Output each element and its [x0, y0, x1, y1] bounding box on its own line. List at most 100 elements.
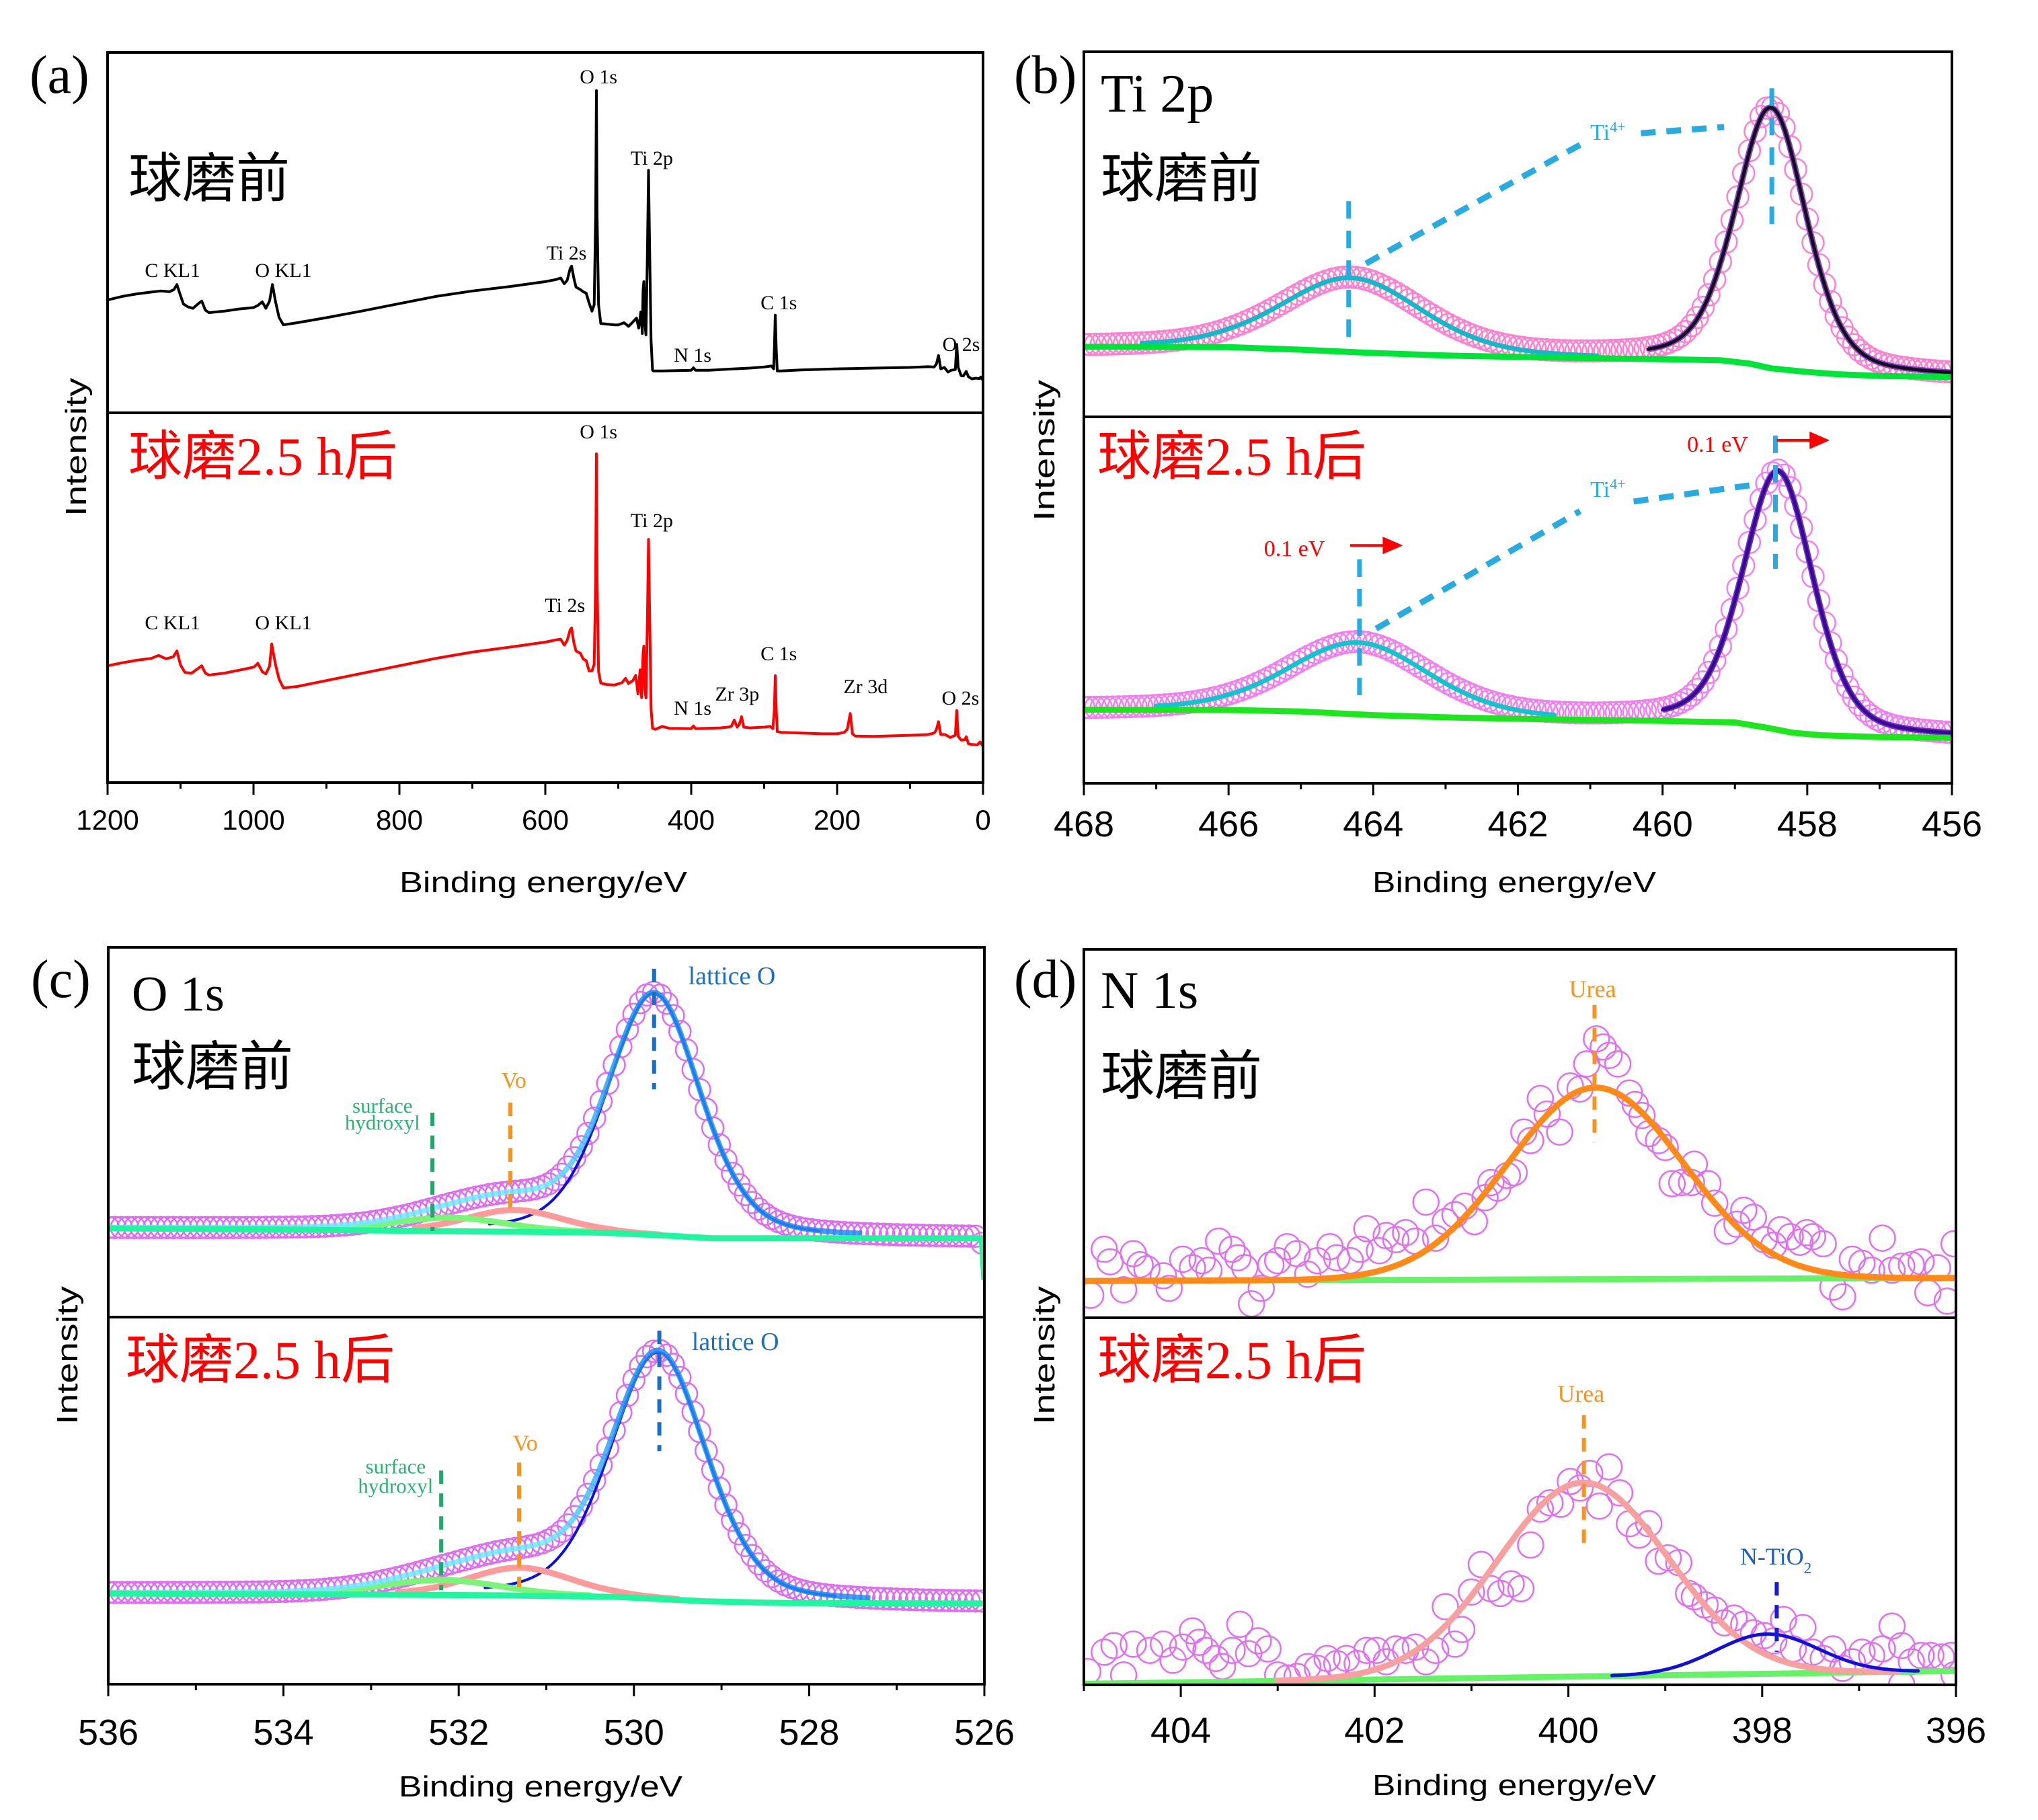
data-point [740, 1544, 764, 1567]
x-tick-label: 1200 [76, 804, 139, 836]
annotation-text: hydroxyl [345, 1111, 420, 1134]
data-point [1819, 631, 1842, 655]
data-point [1517, 1531, 1544, 1559]
data-point [537, 1528, 561, 1552]
x-tick-label: 466 [1198, 804, 1259, 844]
subplot-before-milling: Urea [1084, 976, 1956, 1318]
peak-annotation: Ti 2s [547, 242, 587, 264]
x-tick-label: 396 [1926, 1710, 1986, 1751]
annotation-text: 0.1 eV [1264, 537, 1325, 561]
data-point [1581, 339, 1605, 363]
data-point [898, 1223, 922, 1247]
data-point [701, 1458, 725, 1482]
data-point [865, 1222, 889, 1246]
chart-title-ti-2p: Ti 2p [1101, 65, 1214, 124]
data-point [1304, 641, 1327, 665]
data-point [885, 1223, 908, 1247]
data-point [1770, 1606, 1797, 1634]
annotation-text: C 1s [760, 292, 797, 314]
chart-title-n-1s: N 1s [1101, 961, 1198, 1019]
data-point [1202, 1645, 1230, 1672]
data-point [1604, 701, 1629, 725]
ti4-connector-line [1364, 139, 1588, 266]
data-point [740, 1191, 764, 1214]
data-point [1604, 1050, 1632, 1078]
x-tick-label: 400 [1538, 1710, 1599, 1751]
data-point [1907, 1248, 1935, 1275]
fit-component-surface-hydroxyl [307, 1214, 594, 1235]
data-point [543, 1525, 567, 1548]
panel-label-c: (c) [31, 950, 91, 1009]
data-point [1553, 701, 1576, 724]
data-point [1412, 1648, 1440, 1675]
x-tick-label: 1000 [222, 804, 284, 836]
data-point [1107, 331, 1130, 356]
peak-annotation: Ti4+ [1590, 475, 1625, 502]
x-axis-titles: Binding energy/eV Binding energy/eV Bind… [399, 866, 1657, 1803]
data-point [1766, 1216, 1795, 1244]
data-point [1587, 339, 1611, 363]
data-point [1595, 1453, 1623, 1480]
plot-area [1084, 1415, 1956, 1685]
annotation-text: lattice O [689, 962, 776, 990]
y-axis-titles: Intensity Intensity Intensity Intensity [51, 378, 1061, 1425]
x-axis: 536 534 532 530 528 526 [78, 1684, 1015, 1753]
panel-d: Urea Urea N-TiO2 404 402 400 398 396 [1083, 948, 1986, 1751]
data-point [734, 1183, 758, 1206]
x-tick-label: 800 [376, 804, 423, 836]
peak-annotation: 0.1 eV [1687, 432, 1748, 457]
data-point [662, 1004, 685, 1027]
data-point [1100, 1632, 1128, 1659]
annotation-text: O KL1 [255, 612, 311, 634]
data-point [925, 1588, 948, 1612]
data-point [707, 1476, 732, 1500]
peak-annotation: hydroxyl [358, 1474, 433, 1498]
data-point [1091, 1235, 1118, 1263]
x-tick-label: 536 [78, 1712, 139, 1753]
peak-annotation: C 1s [760, 643, 797, 665]
data-point [1836, 325, 1860, 349]
data-point [1294, 1261, 1322, 1288]
data-point [1401, 1633, 1429, 1661]
y-axis-title: Intensity [1028, 380, 1061, 521]
sample-label-after: 球磨2.5 h后 [126, 1331, 395, 1390]
data-point [1536, 1489, 1564, 1517]
peak-annotation: Ti4+ [1590, 118, 1625, 145]
data-point [602, 1419, 626, 1442]
x-tick-label: 0 [975, 804, 990, 836]
data-point [1691, 295, 1715, 319]
peak-annotation: O KL1 [255, 612, 311, 634]
data-point [1723, 1210, 1751, 1238]
data-point [878, 1587, 902, 1611]
data-point [1907, 1642, 1935, 1669]
data-point [1124, 695, 1148, 718]
peak-annotation: Vo [502, 1068, 526, 1093]
data-point [1553, 339, 1576, 362]
peak-annotation: lattice O [692, 1328, 779, 1356]
fit-component-ti4 [1661, 469, 1952, 735]
peak-annotation: Ti 2s [545, 594, 585, 617]
data-point [1263, 1661, 1292, 1685]
peak-annotation: Zr 3d [843, 676, 888, 698]
fit-component-n-tio2 [1610, 1632, 1920, 1677]
panel-labels: (a) (b) (c) (d) [30, 46, 1076, 1009]
data-point [1346, 1235, 1374, 1263]
data-point [543, 1168, 567, 1192]
x-tick-label: 526 [954, 1712, 1015, 1753]
plot-area [108, 968, 984, 1281]
peak-annotation: hydroxyl [345, 1111, 420, 1134]
peak-annotation: O 1s [580, 66, 617, 88]
data-point [1730, 1196, 1758, 1224]
x-tick-label: 532 [428, 1712, 489, 1753]
annotation-superscript: 4+ [1610, 475, 1625, 491]
data-point [1680, 1583, 1709, 1611]
ti4-connector-line [1641, 124, 1725, 136]
y-axis-title: Intensity [1028, 1286, 1061, 1425]
x-axis-title: Binding energy/eV [1372, 866, 1657, 899]
data-point [885, 1587, 908, 1611]
fit-component-surface-hydroxyl [280, 1577, 594, 1599]
ti4-connector-line [1374, 508, 1582, 631]
